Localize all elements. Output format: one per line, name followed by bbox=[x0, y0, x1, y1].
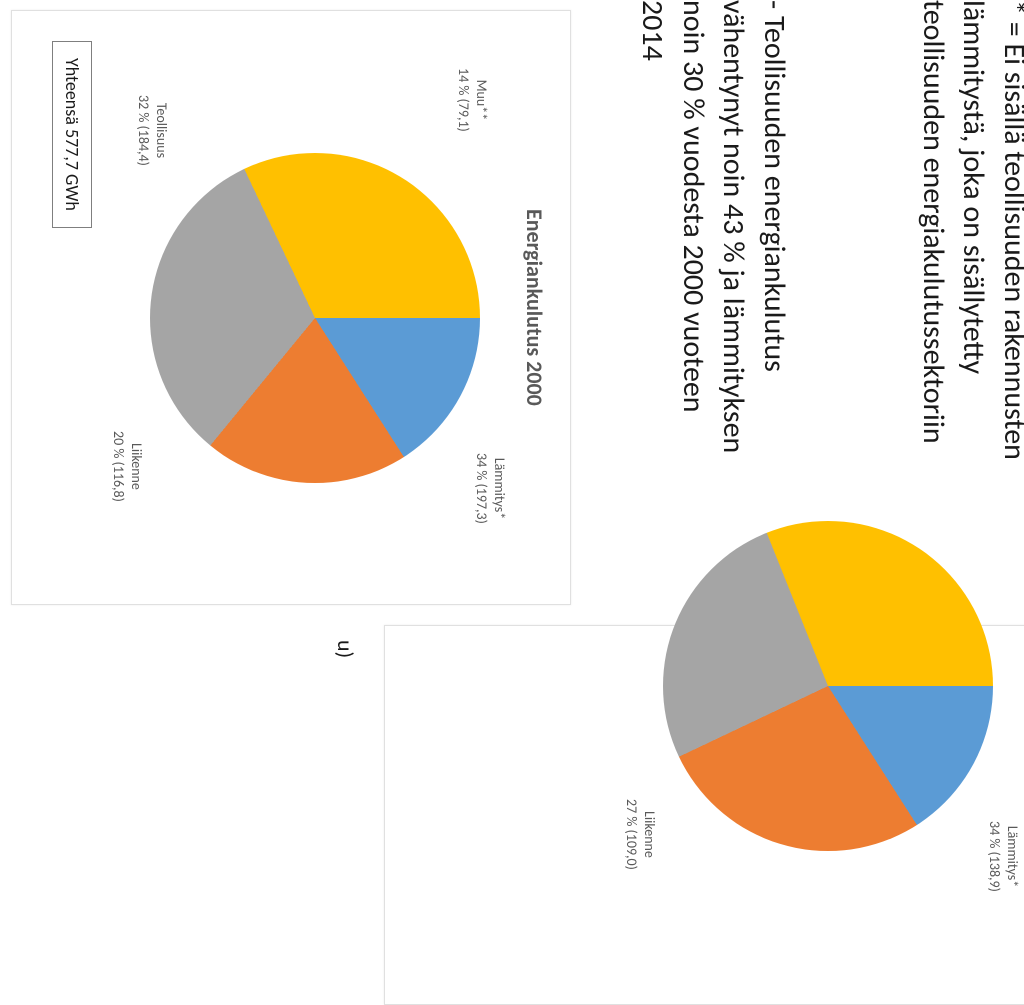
slice-label-muu-2000: Muu** 14 % (79,1) bbox=[455, 68, 490, 132]
pie-2014: Lämmitys* 34 % (138,9) Liikenne 27 % (10… bbox=[663, 521, 993, 851]
chart-panel-2000: Energiankulutus 2000 Lämmitys* 34 % (197… bbox=[11, 10, 571, 605]
slice-label-lammitys-2014: Lämmitys* 34 % (138,9) bbox=[986, 821, 1021, 892]
footnote-star: * = Ei sisällä teollisuuden rakennusten … bbox=[913, 0, 1024, 470]
pie-2014-graphic bbox=[663, 521, 993, 851]
slice-label-lammitys-2000: Lämmitys* 34 % (197,3) bbox=[473, 453, 508, 524]
chart-title-2000: Energiankulutus 2000 bbox=[521, 209, 548, 406]
slice-label-liikenne-2014: Liikenne 27 % (109,0) bbox=[623, 799, 658, 870]
pie-2000: Lämmitys* 34 % (197,3) Liikenne 20 % (11… bbox=[150, 153, 480, 483]
chart-panel-2014: Energiankulutus 2014 Lämmitys* 34 % (138… bbox=[384, 625, 1024, 1005]
rotated-stage: * = Ei sisällä teollisuuden rakennusten … bbox=[0, 0, 1024, 1001]
slice-label-teollisuus-2000: Teollisuus 32 % (184,4) bbox=[135, 95, 170, 166]
bullet-change-note: - Teollisuuden energiankulutus vähentyny… bbox=[632, 0, 794, 470]
slice-label-liikenne-2000: Liikenne 20 % (116,8) bbox=[110, 431, 145, 502]
partial-footer-2014: u) bbox=[332, 640, 359, 658]
total-box-2000: Yhteensä 577,7 GWh bbox=[52, 41, 92, 228]
pie-2000-graphic bbox=[150, 153, 480, 483]
